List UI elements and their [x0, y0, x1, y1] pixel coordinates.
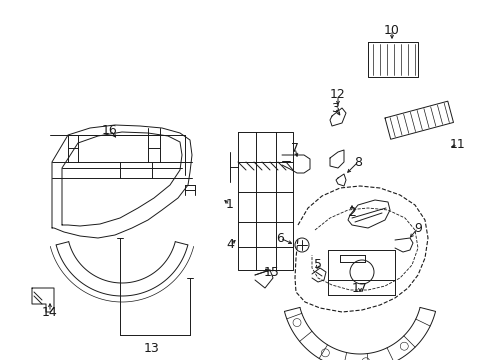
- Text: 1: 1: [225, 198, 233, 211]
- Text: 5: 5: [313, 258, 321, 271]
- Text: 4: 4: [225, 238, 233, 252]
- Text: 13: 13: [144, 342, 160, 355]
- Text: 3: 3: [330, 102, 338, 114]
- Text: 17: 17: [351, 282, 367, 294]
- Text: 8: 8: [353, 156, 361, 168]
- Text: 7: 7: [290, 141, 298, 154]
- Text: 15: 15: [264, 266, 279, 279]
- Text: 6: 6: [276, 231, 284, 244]
- Text: 10: 10: [383, 23, 399, 36]
- Text: 16: 16: [102, 123, 118, 136]
- Text: 14: 14: [42, 306, 58, 319]
- Text: 11: 11: [449, 139, 465, 152]
- Text: 9: 9: [413, 221, 421, 234]
- Text: 12: 12: [329, 89, 345, 102]
- Text: 2: 2: [347, 206, 355, 219]
